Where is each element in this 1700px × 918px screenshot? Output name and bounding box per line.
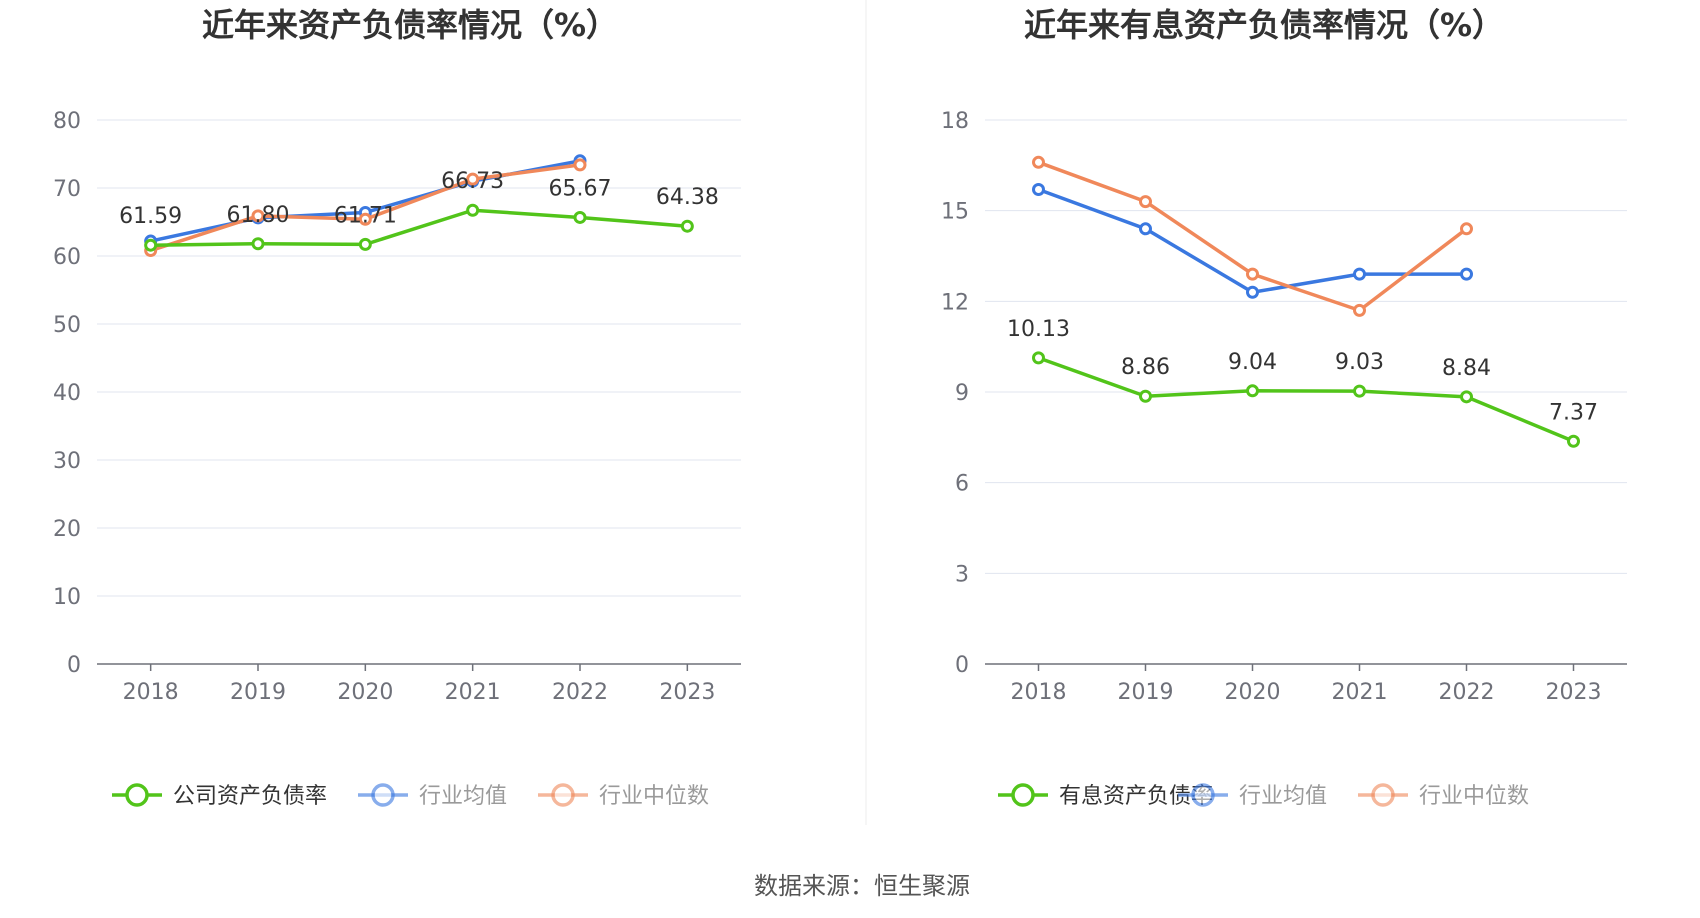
y-tick-label: 0 [955, 653, 969, 678]
data-point-industry_median [1460, 222, 1473, 236]
data-label: 66.73 [441, 169, 504, 194]
legend-item-industry_median[interactable]: 行业中位数 [1358, 783, 1529, 809]
series-line-company [148, 208, 690, 247]
data-source-label: 数据来源：恒生聚源 [754, 872, 970, 900]
data-point-industry_median [573, 158, 587, 172]
data-point-company [251, 237, 265, 251]
chart-interest-bearing-debt-ratio: 近年来有息资产负债率情况（%） 0 3 6 9 12 15 18 2018 2019 2020 20… [941, 6, 1627, 809]
data-point-company [1032, 351, 1045, 365]
legend-item-company[interactable]: 公司资产负债率 [112, 783, 327, 809]
data-point-industry_avg [1032, 183, 1045, 197]
x-tick-label: 2018 [123, 680, 179, 705]
data-point-company [466, 203, 480, 217]
chart-legend: 有息资产负债率 行业均值 行业中位数 [998, 783, 1529, 809]
data-point-industry_avg [1460, 267, 1473, 281]
x-tick-label: 2021 [1332, 680, 1388, 705]
y-tick-label: 18 [941, 109, 969, 134]
data-point-industry_median [1246, 267, 1259, 281]
legend-item-industry_avg[interactable]: 行业均值 [1178, 783, 1327, 809]
legend-label: 公司资产负债率 [173, 784, 327, 809]
data-label: 64.38 [656, 185, 719, 210]
chart-legend: 公司资产负债率 行业均值 行业中位数 [112, 783, 709, 809]
data-label: 8.86 [1121, 355, 1170, 380]
legend-item-company[interactable]: 有息资产负债率 [998, 783, 1213, 809]
y-tick-label: 0 [67, 653, 81, 678]
legend-marker-icon [1371, 783, 1395, 807]
legend-marker-icon [551, 783, 575, 807]
data-point-industry_median [466, 172, 480, 186]
data-point-company [680, 219, 694, 233]
data-label: 61.59 [119, 204, 182, 229]
y-tick-label: 60 [53, 245, 81, 270]
data-point-industry_avg [1139, 222, 1152, 236]
y-tick-label: 10 [53, 585, 81, 610]
y-tick-label: 70 [53, 177, 81, 202]
x-tick-label: 2019 [1118, 680, 1174, 705]
legend-label: 行业均值 [1239, 784, 1327, 809]
data-label: 65.67 [549, 176, 612, 201]
x-tick-label: 2022 [1439, 680, 1495, 705]
legend-label: 行业均值 [419, 784, 507, 809]
legend-marker-icon [1191, 783, 1215, 807]
y-tick-label: 20 [53, 517, 81, 542]
data-label: 9.04 [1228, 350, 1277, 375]
data-point-industry_avg [1246, 285, 1259, 299]
data-point-company [1567, 434, 1580, 448]
data-point-industry_median [1032, 155, 1045, 169]
y-tick-label: 50 [53, 313, 81, 338]
data-point-company [144, 238, 158, 252]
data-point-company [1139, 389, 1152, 403]
x-tick-label: 2018 [1011, 680, 1067, 705]
y-tick-label: 9 [955, 381, 969, 406]
x-tick-label: 2022 [552, 680, 608, 705]
data-point-company [1460, 390, 1473, 404]
data-point-company [1246, 384, 1259, 398]
data-point-company [573, 210, 587, 224]
legend-marker-icon [1011, 783, 1035, 807]
chart-title: 近年来资产负债率情况（%） [202, 6, 618, 44]
y-tick-label: 3 [955, 562, 969, 587]
legend-marker-icon [125, 783, 149, 807]
x-tick-label: 2020 [337, 680, 393, 705]
legend-item-industry_avg[interactable]: 行业均值 [358, 783, 507, 809]
data-point-industry_median [1353, 303, 1366, 317]
data-point-company [358, 237, 372, 251]
data-label: 7.37 [1549, 400, 1598, 425]
chart-debt-ratio: 近年来资产负债率情况（%） 0 10 20 30 40 50 60 70 80 2018 2019 2… [53, 6, 741, 809]
y-tick-label: 30 [53, 449, 81, 474]
legend-marker-icon [371, 783, 395, 807]
data-label: 9.03 [1335, 350, 1384, 375]
data-point-industry_median [251, 209, 265, 223]
series-line-company [1036, 356, 1576, 444]
y-tick-label: 6 [955, 472, 969, 497]
data-point-industry_avg [1353, 267, 1366, 281]
data-point-company [1353, 384, 1366, 398]
data-label: 61.80 [227, 203, 290, 228]
data-point-industry_median [358, 212, 372, 226]
legend-label: 行业中位数 [599, 784, 709, 809]
y-tick-label: 80 [53, 109, 81, 134]
chart-title: 近年来有息资产负债率情况（%） [1024, 6, 1504, 44]
data-label: 61.71 [334, 203, 397, 228]
x-tick-label: 2023 [1546, 680, 1602, 705]
legend-label: 行业中位数 [1419, 784, 1529, 809]
data-label: 8.84 [1442, 356, 1491, 381]
legend-item-industry_median[interactable]: 行业中位数 [538, 783, 709, 809]
data-label: 10.13 [1007, 317, 1070, 342]
x-tick-label: 2020 [1225, 680, 1281, 705]
x-tick-label: 2021 [445, 680, 501, 705]
x-tick-label: 2019 [230, 680, 286, 705]
y-tick-label: 12 [941, 290, 969, 315]
y-tick-label: 40 [53, 381, 81, 406]
data-point-industry_median [1139, 195, 1152, 209]
x-tick-label: 2023 [659, 680, 715, 705]
y-tick-label: 15 [941, 200, 969, 225]
